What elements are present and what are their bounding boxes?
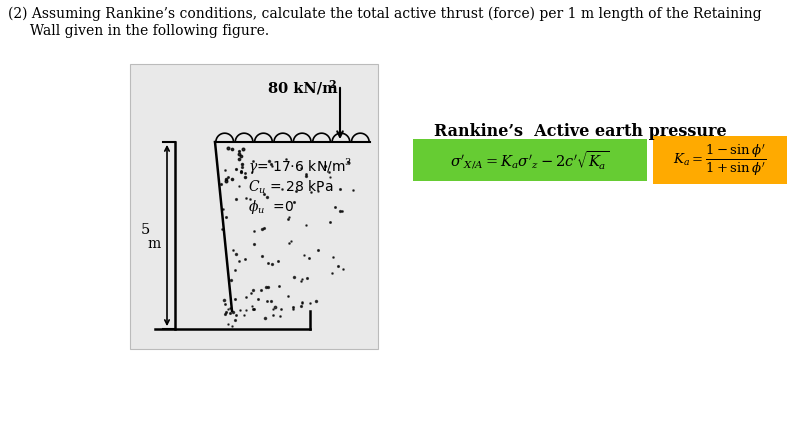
Text: m: m — [147, 236, 161, 250]
Text: 2: 2 — [328, 79, 336, 90]
Text: $K_a = \dfrac{1-\sin\phi'}{1+\sin\phi'}$: $K_a = \dfrac{1-\sin\phi'}{1+\sin\phi'}$ — [673, 142, 767, 177]
Text: 5: 5 — [141, 223, 150, 237]
Text: $\phi_u$  =0: $\phi_u$ =0 — [248, 198, 294, 216]
FancyBboxPatch shape — [413, 139, 647, 181]
Text: $\gamma$= 17$\cdot$6 kN/m$^3$: $\gamma$= 17$\cdot$6 kN/m$^3$ — [248, 157, 352, 177]
Text: Wall given in the following figure.: Wall given in the following figure. — [8, 24, 269, 38]
FancyBboxPatch shape — [653, 136, 787, 184]
Text: (2) Assuming Rankine’s conditions, calculate the total active thrust (force) per: (2) Assuming Rankine’s conditions, calcu… — [8, 7, 762, 21]
Text: 80 kN/m: 80 kN/m — [268, 81, 338, 95]
FancyBboxPatch shape — [130, 64, 378, 349]
Text: Rankine’s  Active earth pressure: Rankine’s Active earth pressure — [434, 124, 726, 141]
Text: $C_u$ = 28 kPa: $C_u$ = 28 kPa — [248, 178, 333, 196]
Text: $\sigma'_{X/A} = K_a\sigma'_z - 2c'\sqrt{K_a}$: $\sigma'_{X/A} = K_a\sigma'_z - 2c'\sqrt… — [450, 149, 610, 171]
